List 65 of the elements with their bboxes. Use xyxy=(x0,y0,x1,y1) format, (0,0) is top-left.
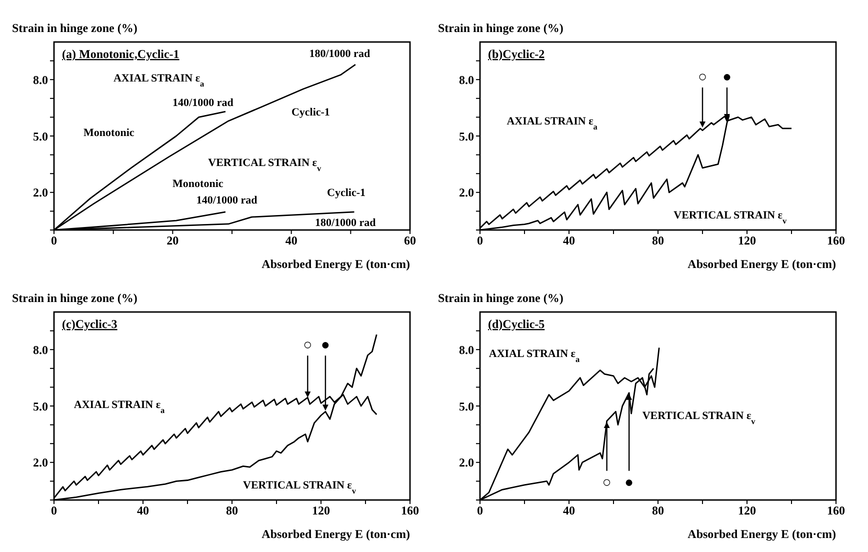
x-tick-label: 40 xyxy=(563,234,575,248)
chart-title: (d)Cyclic-5 xyxy=(488,317,545,331)
chart-title: (b)Cyclic-2 xyxy=(488,47,545,61)
x-axis-title: Absorbed Energy E (ton·cm) xyxy=(688,527,836,541)
annotation: Cyclic-1 xyxy=(291,106,330,118)
annotation: Monotonic xyxy=(84,127,134,139)
annotation: Monotonic xyxy=(172,178,224,190)
x-tick-label: 60 xyxy=(404,234,416,248)
x-tick-label: 80 xyxy=(652,234,664,248)
annotation: ○ xyxy=(698,69,708,86)
x-tick-label: 80 xyxy=(226,504,238,518)
annotation: ● xyxy=(320,338,330,354)
x-tick-label: 0 xyxy=(51,504,57,518)
x-tick-label: 120 xyxy=(312,504,330,518)
annotation: VERTICAL STRAIN ε$_{v}$ xyxy=(208,157,322,173)
y-tick-label: 5.0 xyxy=(459,399,474,414)
x-tick-label: 120 xyxy=(738,504,756,518)
y-tick-label: 8.0 xyxy=(459,342,474,357)
annotation: VERTICAL STRAIN ε$_{v}$ xyxy=(642,410,756,426)
annotation: Cyclic-1 xyxy=(327,187,366,200)
annotation: AXIAL STRAIN ε$_{a}$ xyxy=(74,398,165,414)
y-axis-title: Strain in hinge zone (%) xyxy=(12,21,138,35)
chart-title: (a) Monotonic,Cyclic-1 xyxy=(62,47,180,61)
y-tick-label: 5.0 xyxy=(33,129,48,144)
annotation: 140/1000 rad xyxy=(172,96,234,109)
annotation: ○ xyxy=(303,338,312,354)
x-tick-label: 120 xyxy=(738,234,756,248)
y-axis-title: Strain in hinge zone (%) xyxy=(438,21,564,35)
annotation: VERTICAL STRAIN ε$_{v}$ xyxy=(674,210,788,226)
y-tick-label: 2.0 xyxy=(459,456,474,470)
x-tick-label: 160 xyxy=(827,504,845,518)
x-tick-label: 20 xyxy=(166,234,179,248)
x-tick-label: 0 xyxy=(477,234,483,248)
x-tick-label: 160 xyxy=(401,504,419,518)
y-tick-label: 2.0 xyxy=(33,456,48,470)
x-axis-title: Absorbed Energy E (ton·cm) xyxy=(262,257,410,271)
x-tick-label: 160 xyxy=(827,234,845,248)
annotation: 180/1000 rad xyxy=(309,48,370,60)
y-tick-label: 8.0 xyxy=(459,72,474,87)
annotation: AXIAL STRAIN ε$_{a}$ xyxy=(488,348,580,364)
annotation: 180/1000 rad xyxy=(314,217,376,230)
y-tick-label: 8.0 xyxy=(33,342,48,357)
y-tick-label: 2.0 xyxy=(33,186,48,200)
annotation: AXIAL STRAIN ε$_{a}$ xyxy=(113,72,204,88)
annotation: 140/1000 rad xyxy=(196,194,258,207)
x-tick-label: 80 xyxy=(652,504,664,518)
x-axis-title: Absorbed Energy E (ton·cm) xyxy=(262,527,410,541)
annotation: VERTICAL STRAIN ε$_{v}$ xyxy=(243,480,357,496)
x-axis-title: Absorbed Energy E (ton·cm) xyxy=(688,257,836,271)
x-tick-label: 40 xyxy=(563,504,575,518)
y-tick-label: 5.0 xyxy=(33,399,48,414)
x-tick-label: 40 xyxy=(285,234,298,248)
chart-title: (c)Cyclic-3 xyxy=(62,317,118,331)
y-tick-label: 2.0 xyxy=(459,186,474,200)
x-tick-label: 40 xyxy=(137,504,149,518)
x-tick-label: 0 xyxy=(477,504,483,518)
y-axis-title: Strain in hinge zone (%) xyxy=(438,291,564,305)
annotation: ○ xyxy=(602,474,612,491)
x-tick-label: 0 xyxy=(51,234,57,248)
annotation: ● xyxy=(624,474,634,491)
y-axis-title: Strain in hinge zone (%) xyxy=(12,291,138,305)
annotation: ● xyxy=(722,69,732,86)
y-tick-label: 5.0 xyxy=(459,129,474,144)
annotation: AXIAL STRAIN ε$_{a}$ xyxy=(506,116,598,132)
y-tick-label: 8.0 xyxy=(33,72,48,87)
